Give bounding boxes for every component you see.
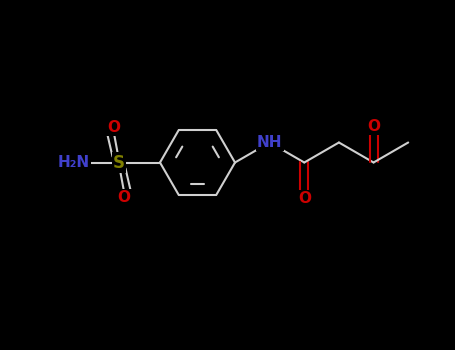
Text: O: O: [107, 120, 121, 135]
Text: O: O: [367, 119, 380, 134]
Text: H₂N: H₂N: [58, 155, 90, 170]
Text: NH: NH: [257, 135, 283, 150]
Text: O: O: [298, 191, 311, 206]
Text: S: S: [113, 154, 125, 172]
Text: O: O: [117, 190, 131, 205]
